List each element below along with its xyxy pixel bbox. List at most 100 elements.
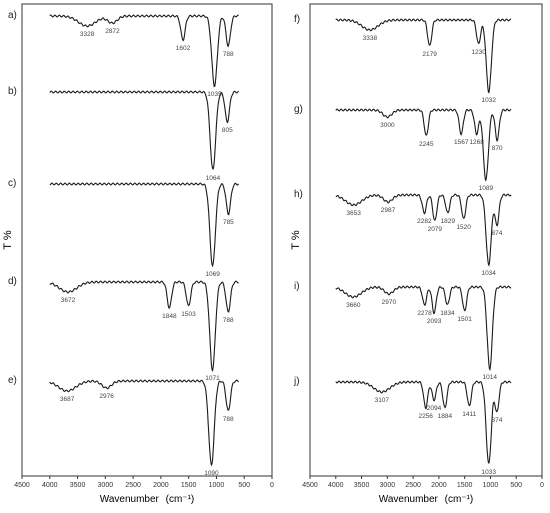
peak-label: 3328 xyxy=(80,31,95,38)
peak-label: 2245 xyxy=(419,141,434,148)
peak-label: 1034 xyxy=(481,270,496,277)
peak-label: 3000 xyxy=(380,122,395,129)
x-tick-label: 2500 xyxy=(405,482,421,489)
left-xlabel-unit: (cm⁻¹) xyxy=(166,494,195,505)
spectrum-line xyxy=(49,14,239,88)
peak-label: 1071 xyxy=(205,375,220,382)
peak-label: 788 xyxy=(223,317,234,324)
peak-label: 2093 xyxy=(427,318,442,325)
peak-label: 2970 xyxy=(382,299,397,306)
peak-label: 874 xyxy=(492,230,503,237)
peak-label: 1035 xyxy=(207,91,222,98)
right-xlabel: Wavenumber (cm⁻¹) xyxy=(379,494,474,505)
x-tick-label: 2000 xyxy=(153,482,169,489)
spectrum-line xyxy=(335,285,512,372)
x-tick-label: 2000 xyxy=(431,482,447,489)
x-tick-label: 1500 xyxy=(181,482,197,489)
spectrum-series-label: b) xyxy=(8,86,17,97)
peak-label: 2079 xyxy=(428,226,443,233)
spectrum-series-label: j) xyxy=(293,376,300,387)
peak-label: 2256 xyxy=(418,413,433,420)
peak-label: 805 xyxy=(222,127,233,134)
peak-label: 1602 xyxy=(176,45,191,52)
spectrum-line xyxy=(335,193,512,267)
peak-label: 1884 xyxy=(438,413,453,420)
peak-label: 1268 xyxy=(469,139,484,146)
spectrum-line xyxy=(335,108,512,182)
peak-label: 1064 xyxy=(206,175,221,182)
x-tick-label: 500 xyxy=(238,482,250,489)
x-tick-label: 2500 xyxy=(125,482,141,489)
peak-label: 1501 xyxy=(457,316,472,323)
spectrum-series-label: g) xyxy=(294,104,303,115)
spectrum-series-label: f) xyxy=(294,14,300,25)
peak-label: 1829 xyxy=(440,218,455,225)
x-tick-label: 1000 xyxy=(483,482,499,489)
x-tick-label: 3500 xyxy=(354,482,370,489)
spectrum-series-label: h) xyxy=(294,189,303,200)
spectrum-line xyxy=(49,379,240,467)
peak-label: 2282 xyxy=(417,218,432,225)
x-tick-label: 1000 xyxy=(209,482,225,489)
spectrum-series-label: i) xyxy=(294,281,300,292)
spectrum-line xyxy=(49,182,240,268)
peak-label: 2278 xyxy=(417,310,432,317)
peak-label: 2872 xyxy=(105,28,120,35)
x-tick-label: 500 xyxy=(510,482,522,489)
x-tick-label: 3000 xyxy=(98,482,114,489)
peak-label: 2094 xyxy=(427,405,442,412)
x-tick-label: 1500 xyxy=(457,482,473,489)
x-tick-label: 0 xyxy=(270,482,274,489)
x-tick-label: 4000 xyxy=(42,482,58,489)
peak-label: 2976 xyxy=(99,393,114,400)
spectrum-series-label: a) xyxy=(8,10,17,21)
peak-label: 3660 xyxy=(346,302,361,309)
peak-label: 1567 xyxy=(454,139,469,146)
x-tick-label: 4500 xyxy=(14,482,30,489)
peak-label: 3653 xyxy=(346,210,361,217)
x-tick-label: 4500 xyxy=(302,482,318,489)
right-ylabel: T % xyxy=(290,230,302,250)
peak-label: 3338 xyxy=(363,35,378,42)
peak-label: 3107 xyxy=(375,397,390,404)
left-xlabel-text: Wavenumber xyxy=(100,494,160,505)
peak-label: 3672 xyxy=(61,297,76,304)
right-plot-frame xyxy=(309,3,543,477)
peak-label: 785 xyxy=(223,219,234,226)
left-plot-frame xyxy=(21,3,273,477)
peak-label: 1848 xyxy=(162,313,177,320)
peak-label: 788 xyxy=(223,416,234,423)
spectrum-line xyxy=(335,380,512,464)
peak-label: 1069 xyxy=(205,271,220,278)
peak-label: 870 xyxy=(492,145,503,152)
spectrum-series-label: c) xyxy=(8,178,16,189)
left-ylabel: T % xyxy=(2,230,14,250)
peak-label: 2179 xyxy=(422,51,437,58)
right-xlabel-unit: (cm⁻¹) xyxy=(445,494,474,505)
x-tick-label: 3500 xyxy=(70,482,86,489)
peak-label: 1503 xyxy=(181,311,196,318)
peak-label: 1230 xyxy=(471,49,486,56)
peak-label: 1032 xyxy=(482,97,497,104)
peak-label: 1090 xyxy=(204,470,219,477)
peak-label: 1834 xyxy=(440,310,455,317)
peak-label: 1520 xyxy=(456,224,471,231)
peak-label: 874 xyxy=(492,417,503,424)
spectrum-line xyxy=(335,18,512,94)
peak-label: 788 xyxy=(223,51,234,58)
spectrum-series-label: e) xyxy=(8,375,17,386)
x-tick-label: 4000 xyxy=(328,482,344,489)
right-xlabel-text: Wavenumber xyxy=(379,494,439,505)
spectrum-series-label: d) xyxy=(8,276,17,287)
spectrum-line xyxy=(49,90,240,171)
peak-label: 3687 xyxy=(60,396,75,403)
x-tick-label: 0 xyxy=(540,482,544,489)
peak-label: 2987 xyxy=(381,207,396,214)
x-tick-label: 3000 xyxy=(380,482,396,489)
peak-label: 1014 xyxy=(482,374,497,381)
peak-label: 1033 xyxy=(482,469,497,476)
peak-label: 1411 xyxy=(462,411,476,418)
spectrum-line xyxy=(49,280,239,373)
